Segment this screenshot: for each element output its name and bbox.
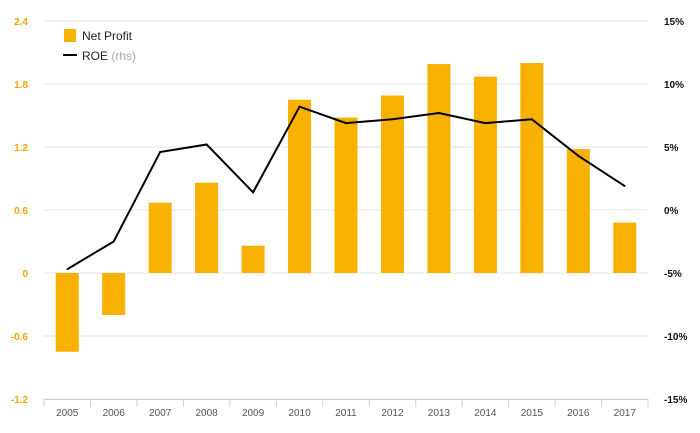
bar-net-profit [427,64,451,273]
bar-net-profit [288,99,312,273]
x-tick-label: 2007 [149,408,172,419]
y-right-tick-label: 15% [664,17,684,28]
bar-series [55,63,637,352]
point-roe [252,191,254,194]
bar-net-profit [380,95,404,273]
bar-net-profit [520,63,544,273]
point-roe [66,268,69,271]
point-roe [298,105,301,108]
bar-net-profit [55,273,79,352]
line-series [66,105,626,271]
x-tick-label: 2006 [103,408,126,419]
bar-net-profit [566,149,590,273]
bar-net-profit [102,273,126,315]
y-right-tick-label: -10% [664,332,687,343]
point-roe [159,151,161,153]
bar-net-profit [613,222,637,273]
point-roe [391,118,394,121]
y-left-tick-label: 1.2 [14,143,28,154]
x-tick-label: 2016 [567,408,590,419]
y-right-tick-label: 10% [664,80,684,91]
x-tick-label: 2015 [521,408,544,419]
x-tick-label: 2011 [335,408,357,419]
legend-swatch-net-profit [64,29,76,42]
y-right-tick-label: -5% [664,269,682,280]
point-roe [531,118,533,121]
x-axis-line [44,399,648,400]
x-tick-label: 2014 [474,408,497,419]
point-roe [484,122,487,124]
y-left-tick-label: 0 [22,269,28,280]
legend-label-roe-suffix: (rhs) [111,49,136,63]
x-tick-label: 2005 [56,408,79,419]
bar-net-profit [241,245,265,273]
axes: -1.2 -0.6 0 0.6 1.2 1.8 2.4 -15% -10% -5% 0% 5% 10% 1… [11,17,688,419]
point-roe [438,112,440,114]
legend: Net Profit ROE (rhs) [63,29,136,63]
bar-net-profit [148,202,172,273]
bar-net-profit [334,117,358,273]
bar-net-profit [195,182,219,273]
y-left-tick-label: 0.6 [14,206,28,217]
legend-label-roe: ROE (rhs) [82,49,136,63]
x-tick-label: 2012 [381,408,404,419]
bar-net-profit [473,76,497,274]
y-right-tick-label: -15% [664,395,687,406]
y-right-tick-label: 5% [664,143,679,154]
x-tick-label: 2008 [195,408,218,419]
y-left-tick-label: 1.8 [14,80,28,91]
point-roe [623,185,626,187]
y-left-tick-label: -0.6 [11,332,29,343]
legend-label-net-profit: Net Profit [82,29,133,43]
x-tick-label: 2010 [288,408,311,419]
point-roe [112,240,115,243]
x-tick-label: 2009 [242,408,265,419]
y-right-tick-label: 0% [664,206,679,217]
legend-label-roe-name: ROE [82,49,108,63]
y-left-tick-label: 2.4 [14,17,28,28]
x-tick-label: 2017 [614,408,637,419]
point-roe [345,122,347,124]
point-roe [205,143,208,146]
x-tick-label: 2013 [428,408,451,419]
y-left-tick-label: -1.2 [11,395,29,406]
point-roe [577,155,580,157]
